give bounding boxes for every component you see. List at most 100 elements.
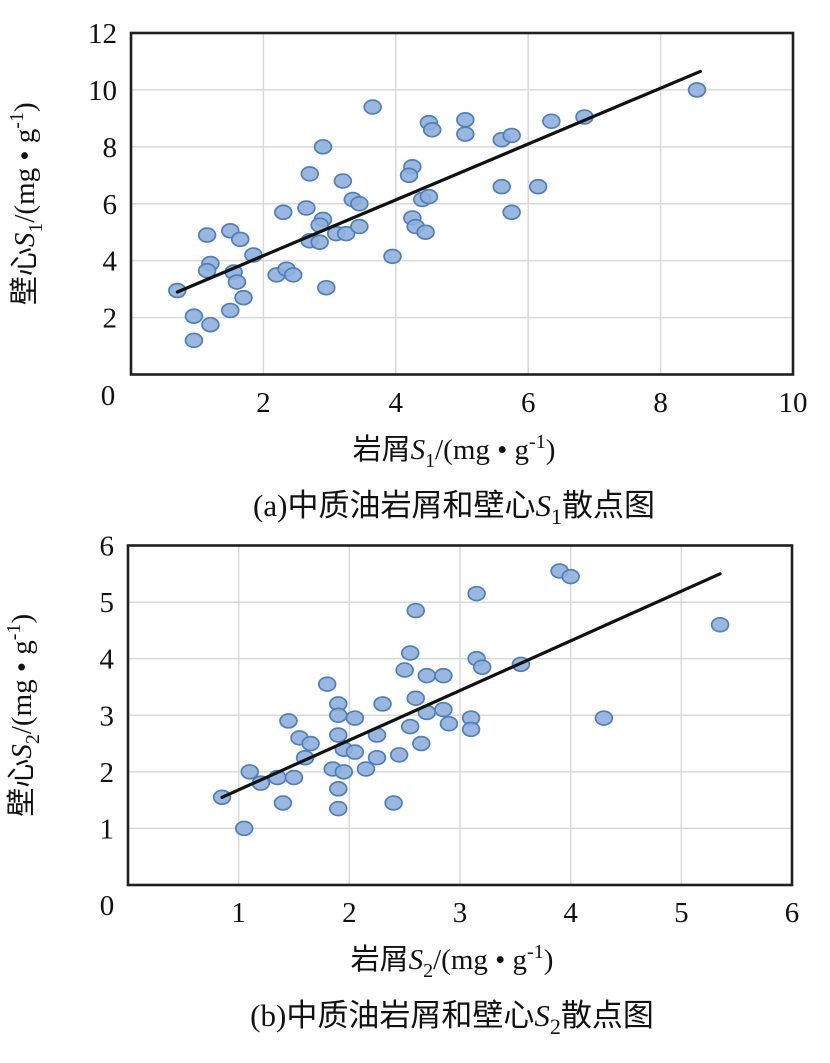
data-point [492,178,511,195]
data-point [461,721,481,738]
data-point [234,820,254,837]
x-tick-label: 4 [563,897,578,929]
x-tick-label: 6 [785,897,800,929]
y-tick-label: 4 [103,246,118,278]
data-point [710,616,730,633]
chart-caption: (a)中质油岩屑和壁心S1散点图 [253,488,655,529]
x-tick-label: 8 [653,387,668,419]
y-axis-title: 壁心S1/(mg • g-1) [6,102,47,305]
data-point [227,274,247,290]
data-point [389,747,409,763]
x-axis-title: 岩屑S2/(mg • g-1) [351,941,554,982]
x-tick-label: 6 [521,387,536,419]
data-point [317,279,336,296]
data-point [201,316,220,333]
x-tick-label: 4 [389,387,404,419]
data-point [336,225,356,242]
data-point [383,248,402,265]
data-point [329,727,348,743]
data-point [240,764,259,780]
y-tick-label: 10 [88,75,117,107]
data-point [528,178,548,195]
data-point [284,769,304,786]
y-tick-label: 2 [103,303,118,335]
data-point [345,710,365,726]
data-point [356,761,376,777]
data-point [467,585,486,602]
x-tick-label: 2 [342,897,357,929]
data-point [412,735,431,752]
data-point [300,166,319,182]
data-point [395,662,414,678]
data-point [373,696,392,712]
y-tick-label: 12 [88,18,117,50]
data-point [301,735,320,752]
data-point [687,82,707,98]
trend-line [175,69,702,294]
data-point [350,218,369,235]
y-tick-label: 8 [103,132,118,164]
data-point [363,99,382,115]
data-point [333,173,353,189]
x-tick-label: 2 [256,387,271,419]
data-point [283,267,303,283]
data-point [406,602,425,619]
data-point [439,715,459,732]
data-point [197,262,217,279]
y-tick-label: 2 [100,757,115,789]
data-point [197,227,217,243]
data-point [502,127,521,144]
data-point [594,710,614,726]
x-axis-title: 岩屑S1/(mg • g-1) [353,431,556,472]
data-point [384,795,403,811]
data-point [400,718,420,735]
plot-border [126,544,794,887]
y-tick-label: 4 [100,644,115,676]
data-point [345,744,365,760]
x-tick-label: 1 [231,897,246,929]
data-point [297,200,316,216]
data-point [334,764,354,780]
data-point [350,196,369,212]
data-point [417,667,437,684]
y-tick-label: 6 [100,531,115,563]
data-point [400,645,420,661]
data-point [419,188,439,205]
chart-caption: (b)中质油岩屑和壁心S2散点图 [250,998,654,1039]
data-point [234,289,253,306]
data-point [542,113,561,129]
data-point [184,308,204,324]
data-point [279,713,298,729]
origin-tick-label: 0 [100,890,115,922]
data-point [184,332,204,349]
data-point [472,659,492,675]
data-point [456,126,475,142]
data-point [310,234,329,250]
data-point [230,231,250,248]
data-point [273,795,293,811]
data-point [317,676,337,692]
data-point [561,568,580,585]
data-point [329,707,348,723]
data-point [406,690,425,707]
data-point [502,204,521,221]
y-axis-title: 壁心S2/(mg • g-1) [3,614,44,817]
data-point [274,204,293,221]
chart-b: 1 2 3 4 5 6 1 2 3 4 5 6 0 壁心S2/(mg • g-1) 岩屑S2/(mg • g… [3,531,799,1040]
x-tick-label: 5 [674,897,689,929]
data-point [367,749,387,766]
data-point [456,112,475,128]
y-tick-label: 1 [100,813,115,845]
data-point [399,167,419,184]
data-point [329,800,348,817]
data-point [329,781,348,797]
data-point [422,122,442,138]
x-tick-label: 10 [779,387,808,419]
origin-tick-label: 0 [101,380,116,412]
y-tick-label: 5 [100,587,115,619]
chart-a: 2 4 6 8 10 12 2 4 6 8 10 0 壁心S1/(mg • g-1) 岩屑S1/(mg •… [6,18,808,529]
y-tick-label: 3 [100,700,115,732]
data-point [313,139,333,155]
data-point [434,701,453,718]
